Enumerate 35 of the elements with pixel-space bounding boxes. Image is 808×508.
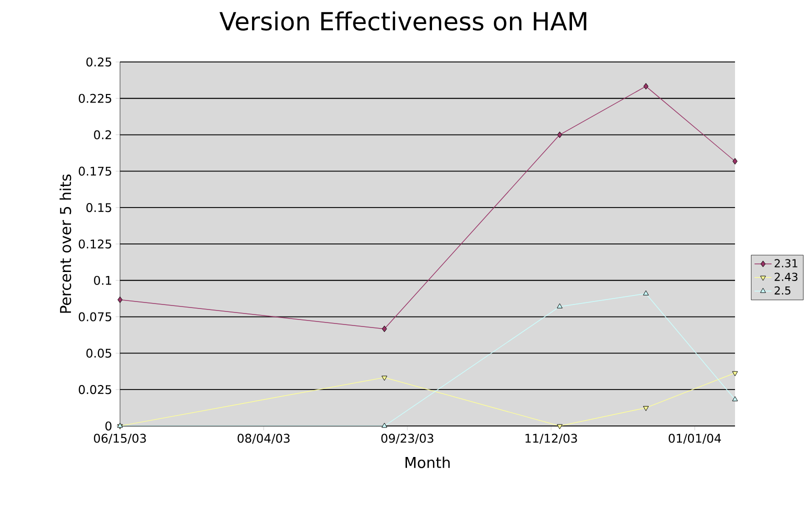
point: [556, 303, 563, 308]
point: [118, 296, 122, 303]
y-tick-label: 0.05: [86, 348, 112, 358]
point: [556, 424, 563, 430]
x-tick-label: 08/04/03: [238, 434, 290, 444]
y-tick-label: 0.225: [78, 94, 112, 103]
point: [643, 290, 649, 296]
chart-title: Version Effectiveness on HAM: [220, 11, 586, 31]
point: [643, 83, 648, 90]
legend-label: 2.5: [774, 286, 790, 295]
point: [732, 396, 738, 402]
x-tick-label: 06/15/03: [94, 434, 146, 444]
point: [557, 132, 562, 138]
x-tick-label: 01/01/04: [668, 434, 721, 444]
y-tick-label: 0.2: [94, 130, 112, 140]
point: [382, 422, 388, 428]
y-tick-label: 0.25: [86, 57, 112, 67]
point: [732, 158, 738, 165]
y-axis-title: Percent over 5 hits: [60, 174, 72, 313]
legend-label: 2.31: [774, 259, 798, 268]
y-tick-label: 0.075: [78, 312, 112, 322]
y-tick-label: 0.1: [94, 276, 112, 285]
point: [643, 406, 649, 412]
y-tick-label: 0: [105, 421, 112, 431]
x-tick-label: 09/23/03: [381, 434, 434, 444]
point: [382, 326, 387, 332]
legend-label: 2.43: [774, 272, 798, 281]
y-tick-label: 0.125: [78, 239, 112, 249]
x-tick-label: 11/12/03: [526, 434, 577, 444]
point: [382, 376, 388, 381]
x-axis-title: Month: [406, 456, 450, 468]
point: [732, 371, 738, 376]
y-tick-label: 0.025: [78, 385, 112, 394]
y-tick-label: 0.15: [86, 203, 112, 212]
y-tick-label: 0.175: [78, 166, 112, 176]
